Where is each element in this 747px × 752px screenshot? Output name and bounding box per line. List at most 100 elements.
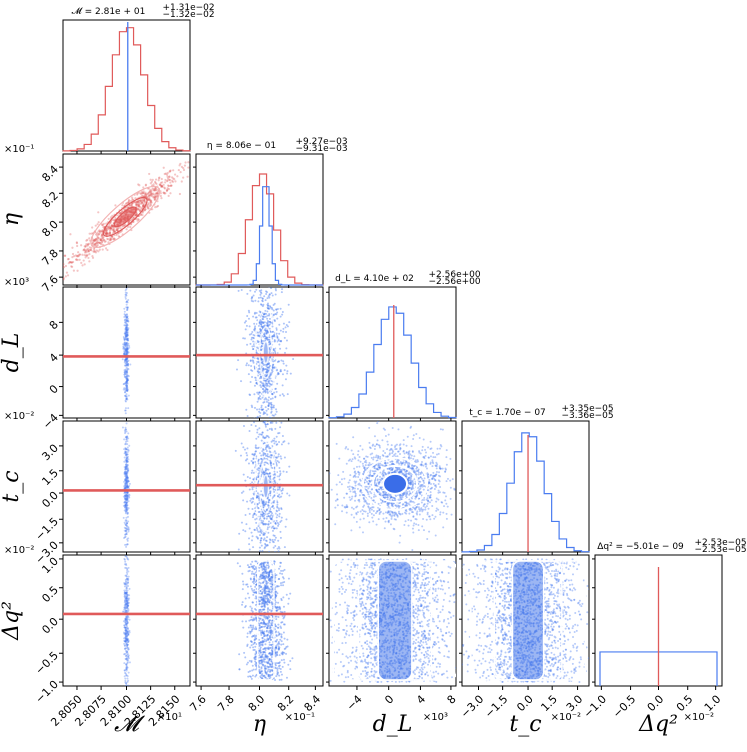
scatter-point xyxy=(95,225,97,227)
scatter-point xyxy=(278,432,280,434)
scatter-point xyxy=(255,651,257,653)
scatter-point xyxy=(258,332,260,334)
scatter-point xyxy=(421,461,423,463)
scatter-point xyxy=(184,161,186,163)
scatter-point xyxy=(269,321,271,323)
scatter-point xyxy=(136,203,138,205)
scatter-point xyxy=(240,380,242,382)
scatter-point xyxy=(268,447,270,449)
scatter-point xyxy=(124,361,126,363)
scatter-point xyxy=(253,582,255,584)
scatter-point xyxy=(283,659,285,661)
scatter-point xyxy=(241,442,243,444)
scatter-point xyxy=(247,632,249,634)
scatter-point xyxy=(127,389,129,391)
scatter-point xyxy=(249,670,251,672)
scatter-point xyxy=(280,611,282,613)
scatter-point xyxy=(128,375,130,377)
scatter-point xyxy=(281,659,283,661)
scatter-point xyxy=(261,673,263,675)
scatter-point xyxy=(154,198,156,200)
scatter-point xyxy=(277,372,279,374)
scatter-point xyxy=(125,603,127,605)
scatter-point xyxy=(260,513,262,515)
scatter-point xyxy=(268,396,270,398)
scatter-point xyxy=(243,474,245,476)
scatter-point xyxy=(125,203,127,205)
scatter-point xyxy=(274,360,276,362)
scatter-point xyxy=(251,331,253,333)
scatter-point xyxy=(267,408,269,410)
scatter-point xyxy=(65,265,67,267)
scatter-point xyxy=(144,208,146,210)
scatter-point xyxy=(263,401,265,403)
scatter-point xyxy=(288,321,290,323)
scatter-point xyxy=(263,556,265,558)
scatter-point xyxy=(88,260,90,262)
scatter-point xyxy=(357,488,359,490)
scatter-point xyxy=(125,407,127,409)
scatter-point xyxy=(281,291,283,293)
scatter-point xyxy=(266,556,268,558)
scatter-point xyxy=(275,586,277,588)
scatter-point xyxy=(268,594,270,596)
scatter-point xyxy=(123,448,125,450)
scatter-point xyxy=(250,563,252,565)
scatter-point xyxy=(263,518,265,520)
scatter-tc-dL xyxy=(317,412,468,551)
scatter-point xyxy=(257,475,259,477)
scatter-point xyxy=(259,550,261,552)
scatter-point xyxy=(71,266,73,268)
scatter-point xyxy=(88,253,90,255)
scatter-point xyxy=(288,598,290,600)
scatter-point xyxy=(445,503,447,505)
scatter-point xyxy=(125,494,127,496)
scatter-point xyxy=(267,617,269,619)
scatter-point xyxy=(280,308,282,310)
scatter-point xyxy=(282,488,284,490)
scatter-point xyxy=(157,205,159,207)
scatter-point xyxy=(282,584,284,586)
scatter-point xyxy=(126,571,128,573)
scatter-point xyxy=(270,632,272,634)
scatter-point xyxy=(125,605,127,607)
scatter-point xyxy=(67,274,69,276)
scatter-point xyxy=(262,315,264,317)
scatter-point xyxy=(262,297,264,299)
scatter-point xyxy=(254,649,256,651)
scatter-point xyxy=(128,530,130,532)
scatter-point xyxy=(278,568,280,570)
scatter-point xyxy=(280,635,282,637)
scatter-point xyxy=(270,639,272,641)
scatter-point xyxy=(127,667,129,669)
scatter-point xyxy=(176,175,178,177)
scatter-point xyxy=(280,490,282,492)
scatter-point xyxy=(126,670,128,672)
scatter-point xyxy=(258,507,260,509)
scatter-point xyxy=(256,495,258,497)
scatter-point xyxy=(267,634,269,636)
scatter-point xyxy=(265,390,267,392)
scatter-point xyxy=(254,646,256,648)
scatter-point xyxy=(258,411,260,413)
scatter-point xyxy=(86,254,88,256)
scatter-point xyxy=(276,651,278,653)
scatter-point xyxy=(267,610,269,612)
scatter-point xyxy=(255,289,257,291)
scatter-point xyxy=(160,197,162,199)
scatter-point xyxy=(254,586,256,588)
scatter-point xyxy=(268,630,270,632)
scatter-point xyxy=(125,327,127,329)
scatter-point xyxy=(136,220,138,222)
scatter-point xyxy=(77,255,79,257)
scatter-point xyxy=(278,453,280,455)
scatter-point xyxy=(255,447,257,449)
scatter-point xyxy=(273,405,275,407)
scatter-point xyxy=(272,294,274,296)
scatter-point xyxy=(337,474,339,476)
scatter-point xyxy=(127,512,129,514)
scatter-point xyxy=(254,313,256,315)
scatter-point xyxy=(253,576,255,578)
scatter-point xyxy=(259,663,261,665)
scatter-point xyxy=(127,581,129,583)
